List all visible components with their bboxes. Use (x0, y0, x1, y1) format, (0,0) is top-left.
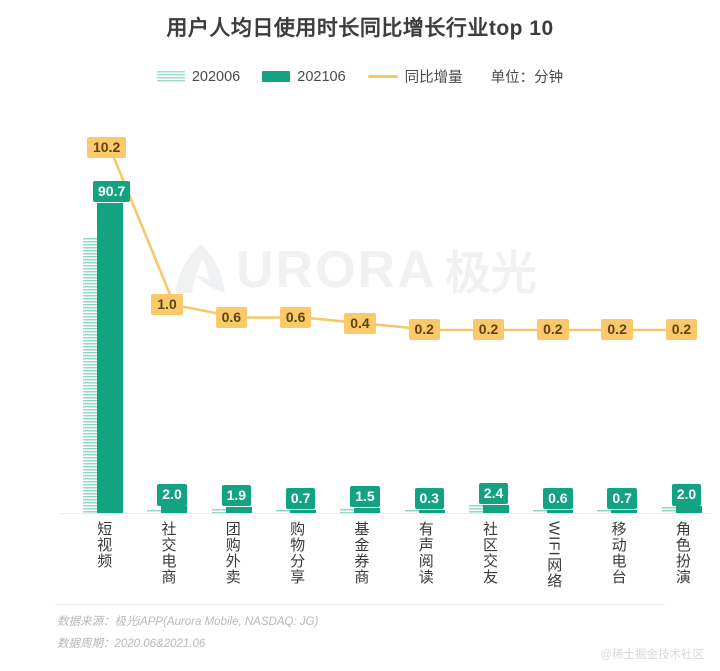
footer-source: 数据来源：极光iAPP(Aurora Mobile, NASDAQ: JG) (57, 616, 319, 628)
bar-value-label: 0.6 (543, 488, 573, 510)
category-label-6: 社区交友 (480, 521, 498, 585)
aurora-logo-path (175, 245, 225, 293)
bar-value-label: 2.4 (478, 482, 509, 505)
bar-202106[interactable] (547, 510, 574, 513)
bar-value-label: 0.3 (414, 488, 444, 510)
bar-202006[interactable] (147, 509, 174, 513)
bar-value-label: 0.7 (607, 488, 637, 510)
footer-period: 数据周期：2020.06&2021.06 (57, 637, 206, 650)
footer-notes: 数据来源：极光iAPP(Aurora Mobile, NASDAQ: JG) 数… (57, 612, 318, 656)
watermark-brand-cn: 极光 (444, 247, 537, 299)
growth-value-label: 0.2 (537, 319, 569, 341)
bar-value-label: 2.0 (157, 484, 187, 506)
credit-watermark: @稀土掘金技术社区 (600, 649, 704, 661)
bar-202006[interactable] (340, 509, 367, 513)
legend-item-202106[interactable]: 202106 (262, 68, 346, 85)
bar-202006[interactable] (597, 510, 624, 513)
category-label-3: 购物分享 (288, 521, 306, 585)
growth-value-label: 0.4 (344, 312, 376, 335)
legend-label-202006: 202006 (191, 68, 241, 85)
legend-swatch-striped-icon (156, 71, 185, 82)
bar-202006[interactable] (468, 505, 495, 513)
growth-value-label: 1.0 (151, 294, 183, 316)
growth-value-label: 0.2 (472, 319, 505, 341)
bar-202006[interactable] (211, 508, 238, 513)
category-label-1: 社交电商 (159, 521, 177, 585)
category-label-2: 团购外卖 (223, 521, 241, 585)
category-label-7: WIFI网络 (545, 521, 563, 589)
bar-202106[interactable] (289, 510, 316, 513)
bar-202106[interactable] (482, 504, 509, 513)
bar-value-label: 0.7 (285, 488, 316, 510)
legend-item-202006[interactable]: 202006 (156, 68, 241, 85)
legend-swatch-solid-icon (262, 71, 291, 82)
growth-value-label: 0.2 (601, 319, 633, 341)
chart-legend: 202006 202106 同比增量 单位：分钟 (0, 66, 720, 87)
legend-unit-label: 单位：分钟 (490, 70, 564, 86)
bar-value-label: 1.5 (350, 485, 380, 508)
growth-value-label: 0.6 (215, 306, 248, 328)
legend-item-growth[interactable]: 同比增量 (367, 66, 463, 87)
bar-202106[interactable] (354, 507, 381, 513)
growth-value-label: 0.2 (408, 319, 440, 341)
aurora-watermark: URORA 极光 (170, 228, 590, 312)
bar-202106[interactable] (161, 506, 188, 513)
category-label-0: 短视频 (95, 521, 113, 569)
bar-202006[interactable] (404, 510, 431, 513)
bar-202006[interactable] (533, 510, 560, 513)
bar-value-label: 2.0 (671, 484, 702, 506)
category-label-9: 角色扮演 (673, 521, 691, 585)
aurora-logo-icon (175, 245, 225, 293)
bar-value-label: 1.9 (221, 484, 252, 506)
legend-swatch-line-icon (367, 75, 398, 78)
bar-202006[interactable] (661, 506, 688, 513)
bar-202106[interactable] (418, 510, 445, 513)
category-label-4: 基金券商 (352, 521, 370, 585)
growth-value-label: 0.6 (279, 306, 312, 328)
footer-divider (55, 604, 665, 605)
bar-202106[interactable] (97, 202, 123, 513)
bar-202106[interactable] (611, 510, 638, 513)
category-label-8: 移动电台 (609, 521, 627, 585)
x-axis-line (60, 513, 710, 514)
legend-label-202106: 202106 (297, 68, 346, 85)
bar-202106[interactable] (225, 506, 252, 513)
category-label-5: 有声阅读 (416, 521, 434, 585)
bar-202106[interactable] (675, 506, 702, 513)
watermark-brand: URORA (236, 241, 437, 299)
growth-value-label: 10.2 (87, 137, 127, 159)
page-title: 用户人均日使用时长同比增长行业top 10 (166, 17, 554, 40)
bar-202006[interactable] (275, 510, 302, 513)
legend-label-growth: 同比增量 (404, 70, 463, 86)
bar-value-label: 90.7 (93, 180, 131, 203)
growth-value-label: 0.2 (665, 319, 698, 341)
